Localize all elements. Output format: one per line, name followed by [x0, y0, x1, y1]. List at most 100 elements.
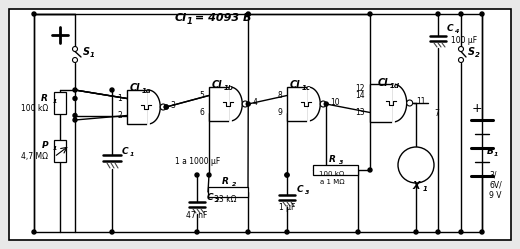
Bar: [54, 140, 66, 162]
Text: 4,7 MΩ: 4,7 MΩ: [21, 152, 48, 162]
Text: 1 a 1000 μF: 1 a 1000 μF: [175, 157, 220, 166]
Circle shape: [73, 114, 77, 118]
Text: 4: 4: [252, 98, 257, 107]
Circle shape: [242, 101, 248, 107]
Circle shape: [32, 12, 36, 16]
Circle shape: [480, 12, 484, 16]
Text: 11: 11: [417, 97, 426, 106]
Circle shape: [459, 12, 463, 16]
Text: 1: 1: [187, 16, 193, 25]
Text: C: C: [447, 23, 453, 33]
Text: 1: 1: [423, 186, 428, 192]
Text: 1: 1: [117, 94, 122, 103]
Circle shape: [459, 47, 463, 52]
Circle shape: [207, 173, 211, 177]
Text: 6: 6: [199, 108, 204, 117]
Bar: [127, 90, 148, 124]
Text: 2: 2: [117, 111, 122, 120]
Circle shape: [110, 88, 114, 92]
Text: 3: 3: [305, 190, 309, 195]
Circle shape: [414, 230, 418, 234]
Circle shape: [73, 97, 77, 101]
Circle shape: [72, 47, 77, 52]
Text: X: X: [412, 181, 420, 191]
Text: 7: 7: [434, 109, 439, 118]
Text: 1: 1: [494, 152, 498, 158]
Bar: [287, 87, 308, 121]
Text: 3: 3: [339, 161, 343, 166]
Text: 1d: 1d: [390, 83, 400, 89]
Text: 2: 2: [475, 52, 480, 58]
Text: R: R: [222, 178, 228, 187]
Text: S: S: [83, 47, 90, 57]
Text: 1: 1: [130, 151, 134, 157]
Text: 10: 10: [330, 98, 340, 107]
Text: 1 μF: 1 μF: [279, 203, 295, 212]
Circle shape: [320, 101, 326, 107]
Circle shape: [398, 147, 434, 183]
Text: 1b: 1b: [224, 85, 234, 91]
Circle shape: [73, 88, 77, 92]
Circle shape: [356, 230, 360, 234]
Polygon shape: [308, 87, 320, 121]
Circle shape: [32, 230, 36, 234]
Bar: [54, 92, 66, 114]
Text: +: +: [472, 102, 483, 115]
Bar: [313, 165, 358, 175]
Polygon shape: [230, 87, 242, 121]
Text: 9: 9: [277, 108, 282, 117]
Text: 1a: 1a: [142, 88, 152, 94]
Text: CI: CI: [290, 80, 301, 90]
Polygon shape: [148, 90, 160, 124]
Text: 100 kΩ: 100 kΩ: [21, 104, 48, 113]
Text: 2: 2: [215, 197, 219, 202]
Text: 100 kΩ
a 1 MΩ: 100 kΩ a 1 MΩ: [319, 172, 345, 185]
Circle shape: [459, 230, 463, 234]
Text: P: P: [42, 141, 48, 150]
Circle shape: [407, 100, 413, 106]
Text: 4: 4: [455, 28, 459, 34]
Text: R: R: [329, 155, 335, 165]
Circle shape: [160, 104, 166, 110]
Circle shape: [110, 230, 114, 234]
Bar: [209, 87, 230, 121]
Text: 12: 12: [356, 84, 365, 93]
Text: = 4093 B: = 4093 B: [191, 13, 252, 23]
Circle shape: [246, 12, 250, 16]
Circle shape: [324, 102, 328, 106]
Bar: [208, 187, 248, 197]
Text: 1c: 1c: [302, 85, 311, 91]
Text: 1: 1: [53, 146, 57, 151]
Circle shape: [195, 173, 199, 177]
Circle shape: [195, 230, 199, 234]
Bar: [370, 84, 393, 122]
Circle shape: [246, 102, 250, 106]
Text: 13: 13: [355, 108, 365, 117]
Text: 2: 2: [232, 183, 237, 187]
Circle shape: [285, 173, 289, 177]
Text: 3/
6V/
9 V: 3/ 6V/ 9 V: [489, 170, 502, 200]
Text: C: C: [297, 186, 304, 194]
Circle shape: [368, 168, 372, 172]
Text: 1: 1: [90, 52, 95, 58]
Text: CI: CI: [212, 80, 223, 90]
Polygon shape: [393, 84, 407, 122]
Text: 14: 14: [355, 91, 365, 100]
Text: C: C: [207, 192, 214, 201]
Circle shape: [285, 230, 289, 234]
Circle shape: [436, 12, 440, 16]
Circle shape: [164, 105, 168, 109]
Circle shape: [436, 230, 440, 234]
Text: 1: 1: [53, 99, 57, 104]
Text: 5: 5: [199, 91, 204, 100]
Circle shape: [368, 12, 372, 16]
Text: R: R: [41, 94, 48, 103]
Text: 100 μF: 100 μF: [451, 36, 477, 45]
Text: B: B: [487, 147, 494, 157]
Circle shape: [72, 58, 77, 62]
Circle shape: [73, 118, 77, 122]
Circle shape: [285, 173, 289, 177]
Circle shape: [480, 230, 484, 234]
Text: 3: 3: [170, 101, 175, 110]
Circle shape: [246, 230, 250, 234]
